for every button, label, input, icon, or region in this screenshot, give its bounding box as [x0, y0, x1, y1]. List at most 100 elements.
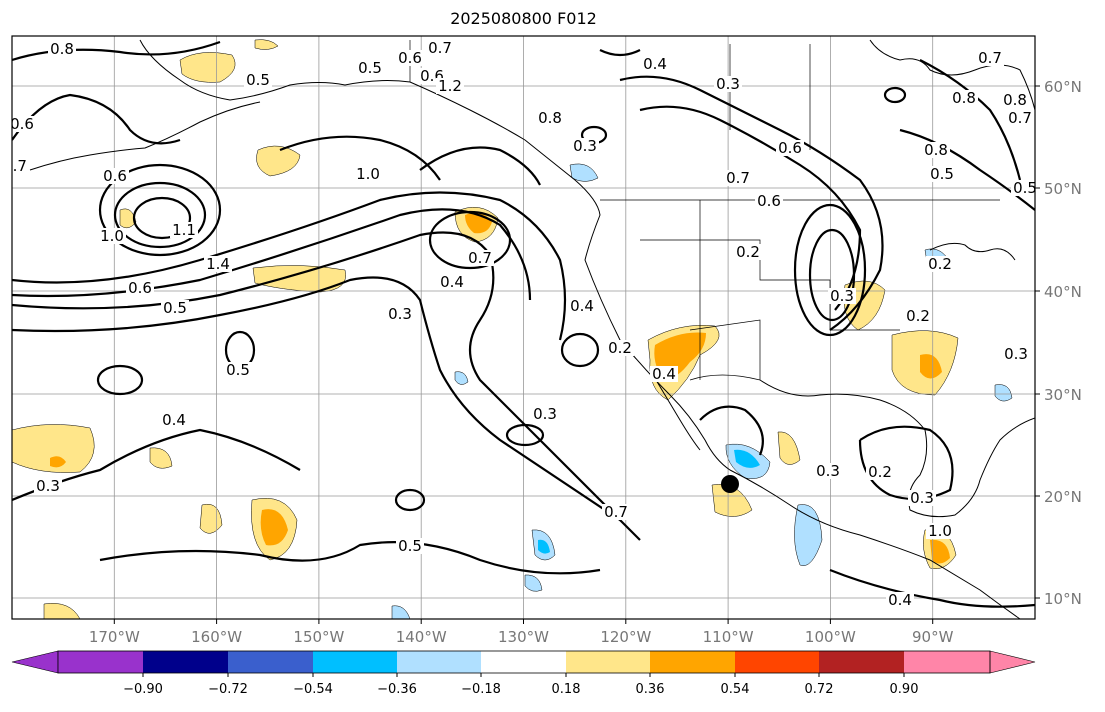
contour-label-bg [536, 110, 564, 126]
contour-label: 0.7 [428, 39, 452, 57]
contour-label: 0.5 [930, 165, 954, 183]
contour-label: 0.2 [868, 463, 892, 481]
contour-label-bg [161, 300, 189, 316]
contour-label: 0.3 [910, 489, 934, 507]
contour-label-bg [724, 170, 752, 186]
contour-label: 0.4 [570, 297, 594, 315]
colorbar-extend-high [989, 650, 1036, 674]
colorbar-tick-label: 0.18 [552, 682, 581, 697]
contour-label: 0.5 [163, 299, 187, 317]
contour-label-bg [641, 56, 669, 72]
contour-label: 1.4 [206, 255, 230, 273]
contour-label: 0.4 [643, 55, 667, 73]
contour-label-bg [438, 274, 466, 290]
contour-label: 0.4 [162, 411, 186, 429]
lon-tick-label: 160°W [191, 628, 242, 646]
colorbar-tick-label: −0.72 [208, 682, 248, 697]
colorbar-frame [57, 650, 991, 674]
contour-label-bg [908, 490, 936, 506]
contour-label: 0.5 [1013, 179, 1037, 197]
contour-label-bg [1006, 110, 1034, 126]
contour-label: 1.1 [172, 221, 196, 239]
storm-center-marker [721, 475, 739, 493]
lon-tick-label: 140°W [396, 628, 447, 646]
lat-tick-label: 20°N [1044, 488, 1082, 506]
contour-label: 0.7 [1008, 109, 1032, 127]
contour-label-bg [356, 60, 384, 76]
contour-label-bg [714, 76, 742, 92]
contour-label-bg [886, 592, 914, 608]
contour-label-bg [12, 116, 36, 132]
colorbar-tick-label: 0.72 [805, 682, 834, 697]
colorbar-segment [904, 651, 990, 673]
contour-label-bg [170, 222, 198, 238]
contour-label: 0.6 [398, 49, 422, 67]
contour-label-bg [976, 50, 1004, 66]
contour-label-bg [571, 138, 599, 154]
contour-label-bg [606, 340, 634, 356]
lon-tick-label: 170°W [89, 628, 140, 646]
contour-label-bg [755, 193, 783, 209]
contour-label-bg [926, 256, 954, 272]
contour-label-bg [926, 523, 954, 539]
contour-label-bg [950, 90, 978, 106]
contour-label-bg [354, 166, 382, 182]
lon-tick-label: 120°W [600, 628, 651, 646]
contour-label: 0.3 [716, 75, 740, 93]
colorbar-tick-label: −0.90 [123, 682, 163, 697]
colorbar-segment [397, 651, 481, 673]
contour-label: 0.7 [468, 249, 492, 267]
contour-label: 0.7 [978, 49, 1002, 67]
lat-tick-label: 60°N [1044, 78, 1082, 96]
contour-label-bg [396, 50, 424, 66]
colorbar-tick-label: 0.54 [721, 682, 750, 697]
chart-title: 2025080800 F012 [450, 9, 597, 28]
contour-labels: 0.8 0.7 0.6 0.6 0.5 0.5 0.4 0.7 0.3 0.8 0.6 0.5 0.7 0… [3, 39, 1037, 609]
contour-label: 0.6 [10, 115, 34, 133]
lon-tick-label: 110°W [703, 628, 754, 646]
lon-tick-label: 100°W [805, 628, 856, 646]
contour-label: 0.3 [388, 305, 412, 323]
colorbar-segment [650, 651, 735, 673]
contour-label-bg [922, 142, 950, 158]
lat-tick-label: 50°N [1044, 180, 1082, 198]
lon-tick-label: 130°W [498, 628, 549, 646]
contour-label-bg [224, 362, 252, 378]
contour-label-bg [568, 298, 596, 314]
contour-label-bg [386, 306, 414, 322]
contour-label-bg [48, 41, 76, 57]
colorbar-segment [313, 651, 397, 673]
contour-label-bg [12, 158, 29, 174]
contour-label-bg [466, 250, 494, 266]
contour-label: 0.2 [906, 307, 930, 325]
contour-label-bg [734, 244, 762, 260]
contour-label: 0.7 [3, 157, 27, 175]
contour-label: 0.8 [952, 89, 976, 107]
contour-label-bg [126, 280, 154, 296]
contour-label-bg [928, 166, 956, 182]
colorbar-segment [143, 651, 228, 673]
contour-label: 0.6 [103, 167, 127, 185]
colorbar-segment [735, 651, 819, 673]
lon-tick-label: 90°W [912, 628, 954, 646]
contour-label: 1.0 [356, 165, 380, 183]
contour-label: 0.5 [246, 71, 270, 89]
contour-label: 0.4 [652, 365, 676, 383]
contour-lines [12, 40, 1035, 608]
lon-ticks: 170°W 160°W 150°W 140°W 130°W 120°W 110°W 100°W… [89, 619, 954, 646]
contour-label-bg [101, 168, 129, 184]
contour-label: 1.2 [438, 77, 462, 95]
contour-label: 0.7 [604, 503, 628, 521]
colorbar-tick-label: −0.36 [377, 682, 417, 697]
contour-label: 0.8 [538, 109, 562, 127]
contour-label: 0.4 [888, 591, 912, 609]
contour-label: 0.3 [573, 137, 597, 155]
coastlines [29, 39, 1035, 619]
colorbar-segment [481, 651, 566, 673]
contour-label: 0.6 [128, 279, 152, 297]
contour-label-bg [1002, 346, 1030, 362]
contour-label-bg [776, 140, 804, 156]
contour-label-bg [34, 478, 62, 494]
contour-label: 0.3 [533, 405, 557, 423]
